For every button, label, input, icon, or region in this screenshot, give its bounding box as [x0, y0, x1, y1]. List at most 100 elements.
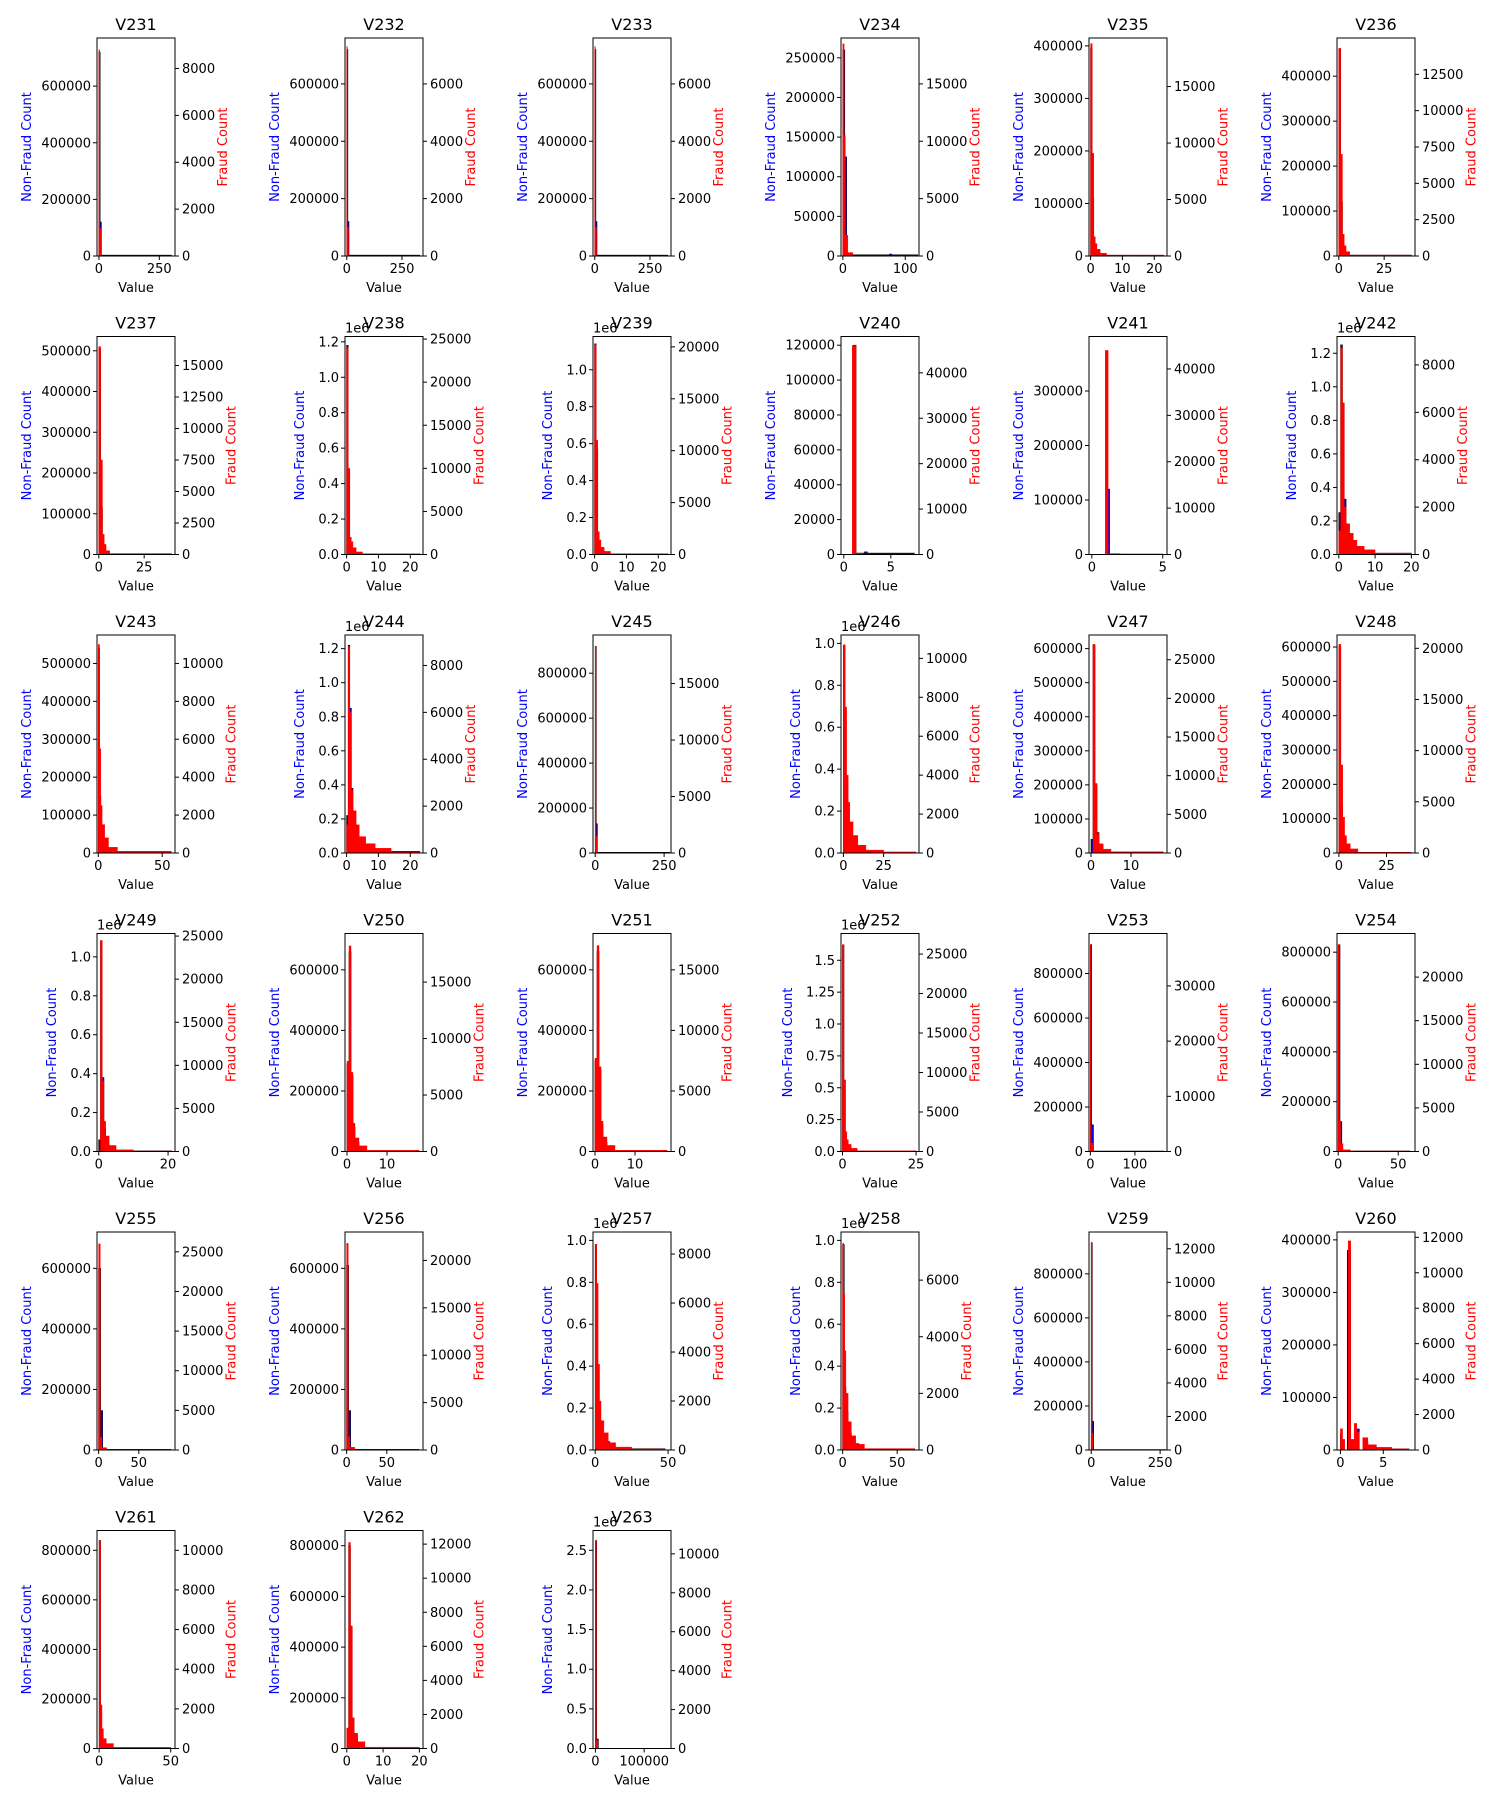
- fraud-bar: [595, 440, 598, 555]
- x-tick-label: 50: [154, 859, 171, 874]
- x-tick-label: 0: [342, 859, 350, 874]
- y-left-tick-label: 0.0: [318, 548, 339, 563]
- y-right-tick-label: 10000: [430, 1572, 471, 1587]
- y-left-tick-label: 400000: [289, 1641, 339, 1656]
- y-left-tick-label: 200000: [41, 1383, 91, 1398]
- fraud-bar: [98, 49, 100, 256]
- y-left-tick-label: 0: [579, 847, 587, 862]
- y-left-tick-label: 0: [83, 548, 91, 563]
- subplot-title: V263: [611, 1508, 652, 1527]
- y-right-axis-label: Fraud Count: [969, 1003, 984, 1082]
- fraud-bar: [98, 346, 101, 555]
- x-tick-label: 0: [839, 262, 847, 277]
- y-left-axis-label: Non-Fraud Count: [1012, 1286, 1027, 1396]
- bars: [346, 1542, 420, 1749]
- y-left-tick-label: 0: [1075, 548, 1083, 563]
- fraud-bar: [99, 748, 102, 853]
- y-right-tick-label: 8000: [678, 1248, 711, 1263]
- subplot-V250: V250 0 10 Value 0 200000 400000 600000 Non-Fraud…: [268, 911, 487, 1192]
- fraud-bar: [1344, 245, 1347, 256]
- y-left-tick-label: 0.0: [814, 1145, 835, 1160]
- y-right-tick-label: 0: [1174, 250, 1182, 265]
- fraud-bar: [1353, 540, 1358, 555]
- y-left-tick-label: 800000: [1281, 946, 1331, 961]
- y-left-axis-label: Non-Fraud Count: [1012, 391, 1027, 501]
- y-left-tick-label: 0: [83, 1742, 91, 1757]
- y-right-tick-label: 2000: [182, 203, 215, 218]
- y-left-tick-label: 400000: [1033, 39, 1083, 54]
- y-left-tick-label: 400000: [41, 695, 91, 710]
- x-axis-label: Value: [366, 1774, 402, 1789]
- y-left-tick-label: 40000: [794, 478, 835, 493]
- x-tick-label: 0: [838, 1158, 846, 1173]
- y-right-tick-label: 20000: [182, 973, 223, 988]
- fraud-bar: [346, 1243, 349, 1450]
- fraud-bar: [390, 851, 421, 853]
- y-left-tick-label: 80000: [794, 408, 835, 423]
- fraud-bar: [104, 837, 109, 853]
- y-left-tick-label: 400000: [289, 135, 339, 150]
- y-right-tick-label: 4000: [430, 753, 463, 768]
- y-right-tick-label: 0: [678, 548, 686, 563]
- y-left-axis-label: Non-Fraud Count: [268, 92, 283, 202]
- subplot-title: V246: [859, 612, 900, 631]
- axes-frame: [344, 1231, 424, 1451]
- fraud-bar: [347, 227, 349, 256]
- y-right-tick-label: 15000: [430, 1301, 471, 1316]
- y-left-tick-label: 0: [1323, 250, 1331, 265]
- subplot-V249: V249 0 20 Value 0.0 0.2 0.4 0.6 0.8 1.0 1e6 Non-Fra…: [45, 911, 239, 1192]
- y-left-axis-label: Non-Fraud Count: [293, 689, 308, 799]
- y-left-tick-label: 800000: [1033, 967, 1083, 982]
- y-left-tick-label: 0.2: [566, 1402, 587, 1417]
- y-right-tick-label: 5000: [1174, 193, 1207, 208]
- bars: [98, 346, 172, 555]
- y-left-tick-label: 0: [83, 250, 91, 265]
- y-right-axis-label: Fraud Count: [1217, 704, 1232, 783]
- y-left-tick-label: 0.8: [1310, 414, 1331, 429]
- y-right-tick-label: 20000: [1174, 692, 1215, 707]
- axes-frame: [1336, 1231, 1416, 1451]
- subplot-title: V249: [115, 911, 156, 930]
- fraud-bar: [113, 1747, 171, 1749]
- y-right-tick-label: 5000: [678, 790, 711, 805]
- x-tick-label: 0: [95, 1158, 103, 1173]
- fraud-bar: [846, 1139, 849, 1152]
- y-left-tick-label: 600000: [537, 963, 587, 978]
- y-right-tick-label: 0: [1174, 847, 1182, 862]
- y-left-tick-label: 400000: [289, 1322, 339, 1337]
- x-tick-label: 0: [1087, 1456, 1095, 1471]
- fraud-bar: [603, 1432, 609, 1450]
- subplot-title: V259: [1107, 1209, 1148, 1228]
- y-right-tick-label: 4000: [1422, 453, 1455, 468]
- x-tick-label: 50: [889, 1456, 906, 1471]
- y-right-tick-label: 10000: [182, 422, 223, 437]
- y-left-tick-label: 250000: [785, 51, 835, 66]
- fraud-bar: [595, 227, 597, 256]
- axes-frame: [344, 336, 424, 555]
- fraud-bar: [98, 1540, 101, 1749]
- y-right-tick-label: 20000: [926, 987, 967, 1002]
- y-right-tick-label: 5000: [926, 192, 959, 207]
- y-left-offset-label: 1e6: [841, 620, 866, 635]
- subplot-title: V240: [859, 314, 900, 333]
- y-left-tick-label: 200000: [41, 193, 91, 208]
- y-right-axis-label: Fraud Count: [225, 704, 240, 783]
- y-left-tick-label: 200000: [1033, 144, 1083, 159]
- y-right-tick-label: 10000: [1422, 1266, 1463, 1281]
- fraud-bar: [1340, 1143, 1344, 1152]
- y-left-tick-label: 50000: [794, 210, 835, 225]
- subplot-title: V262: [363, 1508, 404, 1527]
- x-axis-label: Value: [1358, 878, 1394, 893]
- y-right-tick-label: 2000: [430, 1708, 463, 1723]
- y-right-tick-label: 2000: [678, 1703, 711, 1718]
- fraud-bar: [844, 706, 847, 853]
- y-right-tick-label: 10000: [1174, 1090, 1215, 1105]
- y-right-tick-label: 4000: [678, 1346, 711, 1361]
- y-left-tick-label: 0.6: [566, 437, 587, 452]
- y-right-tick-label: 0: [182, 1742, 190, 1757]
- fraud-bar: [346, 1060, 350, 1152]
- bars: [1090, 43, 1165, 256]
- y-right-tick-label: 4000: [926, 769, 959, 784]
